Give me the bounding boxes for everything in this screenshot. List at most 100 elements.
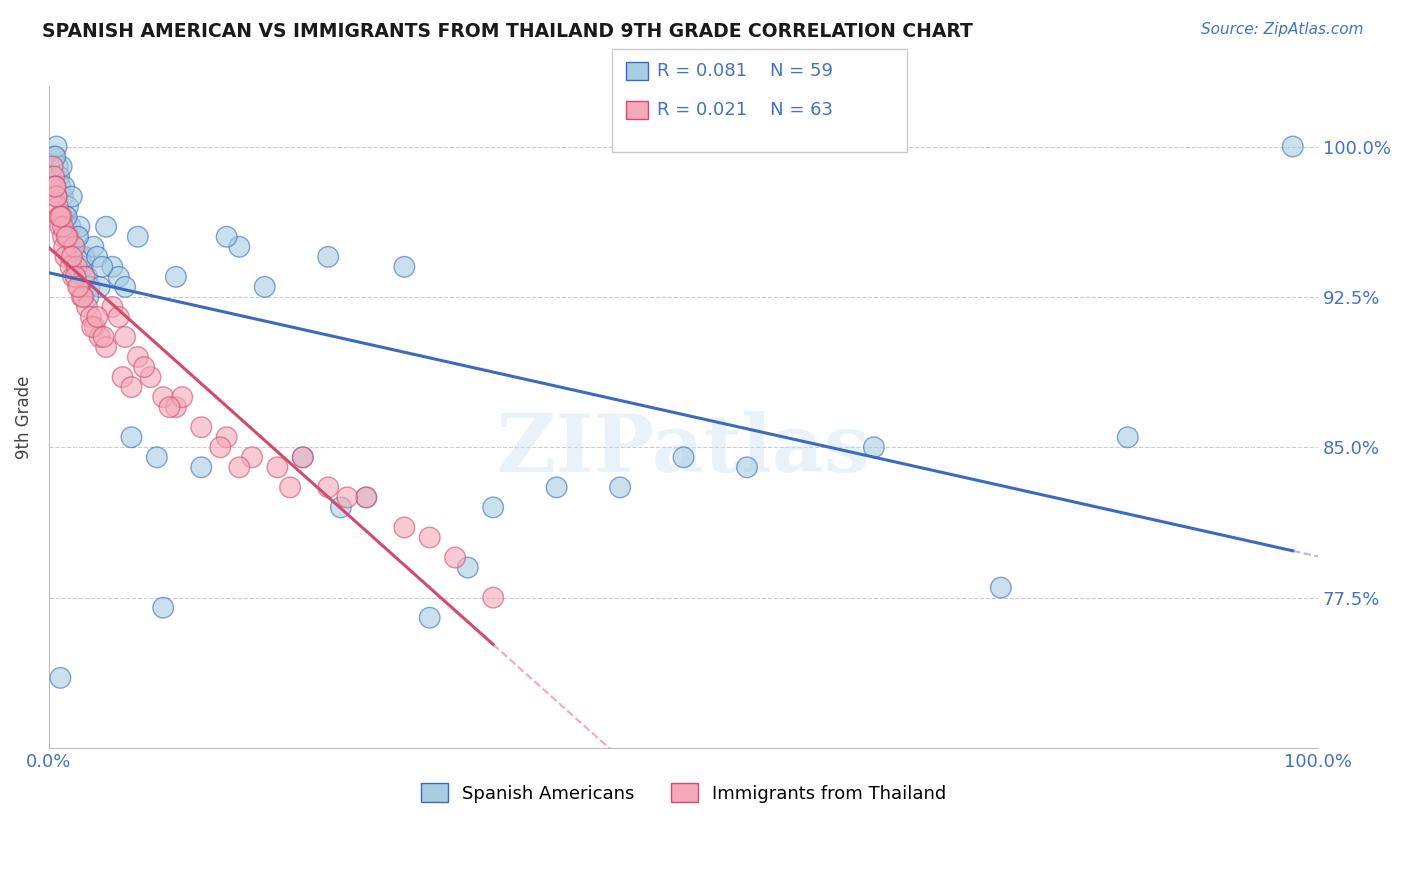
Text: R = 0.081    N = 59: R = 0.081 N = 59 — [657, 62, 832, 80]
Point — [76, 269, 98, 284]
Point — [72, 290, 94, 304]
Point — [159, 400, 181, 414]
Point — [65, 269, 87, 284]
Point — [266, 460, 288, 475]
Point — [190, 460, 212, 475]
Point — [82, 320, 104, 334]
Point — [172, 390, 194, 404]
Point — [101, 260, 124, 274]
Point — [735, 460, 758, 475]
Point — [42, 169, 65, 184]
Point — [127, 229, 149, 244]
Point — [419, 610, 441, 624]
Point — [83, 320, 105, 334]
Text: SPANISH AMERICAN VS IMMIGRANTS FROM THAILAND 9TH GRADE CORRELATION CHART: SPANISH AMERICAN VS IMMIGRANTS FROM THAI… — [42, 22, 973, 41]
Point — [990, 581, 1012, 595]
Point — [240, 450, 263, 465]
Point — [44, 179, 66, 194]
Point — [49, 179, 72, 194]
Point — [51, 160, 73, 174]
Point — [49, 210, 72, 224]
Point — [253, 280, 276, 294]
Point — [52, 219, 75, 234]
Point — [152, 390, 174, 404]
Point — [89, 330, 111, 344]
Point — [316, 480, 339, 494]
Point — [63, 240, 86, 254]
Point — [56, 200, 79, 214]
Point — [53, 240, 76, 254]
Point — [67, 229, 90, 244]
Point — [165, 269, 187, 284]
Point — [546, 480, 568, 494]
Point — [228, 240, 250, 254]
Point — [86, 250, 108, 264]
Point — [45, 189, 67, 203]
Y-axis label: 9th Grade: 9th Grade — [15, 376, 32, 458]
Point — [672, 450, 695, 465]
Point — [42, 160, 65, 174]
Point — [53, 179, 76, 194]
Point — [482, 591, 505, 605]
Point — [863, 440, 886, 454]
Point — [73, 250, 96, 264]
Text: R = 0.021    N = 63: R = 0.021 N = 63 — [657, 101, 832, 119]
Point — [51, 210, 73, 224]
Point — [215, 430, 238, 444]
Point — [44, 149, 66, 163]
Point — [58, 229, 80, 244]
Point — [134, 360, 156, 375]
Point — [93, 330, 115, 344]
Point — [419, 531, 441, 545]
Point — [62, 269, 84, 284]
Point — [482, 500, 505, 515]
Point — [228, 460, 250, 475]
Point — [66, 229, 89, 244]
Point — [444, 550, 467, 565]
Point — [152, 600, 174, 615]
Point — [139, 370, 162, 384]
Point — [48, 169, 70, 184]
Point — [80, 310, 103, 324]
Point — [165, 400, 187, 414]
Point — [49, 219, 72, 234]
Point — [209, 440, 232, 454]
Point — [121, 380, 143, 394]
Text: ZIPatlas: ZIPatlas — [498, 411, 870, 490]
Point — [63, 240, 86, 254]
Point — [457, 560, 479, 574]
Point — [394, 260, 416, 274]
Point — [190, 420, 212, 434]
Point — [55, 210, 77, 224]
Point — [215, 229, 238, 244]
Point — [107, 310, 129, 324]
Point — [60, 250, 83, 264]
Point — [73, 269, 96, 284]
Point — [60, 189, 83, 203]
Point — [89, 280, 111, 294]
Point — [67, 280, 90, 294]
Point — [77, 290, 100, 304]
Point — [70, 290, 93, 304]
Point — [111, 370, 134, 384]
Point — [59, 219, 82, 234]
Point — [48, 210, 70, 224]
Point — [316, 250, 339, 264]
Point — [46, 200, 69, 214]
Point — [44, 179, 66, 194]
Point — [127, 350, 149, 364]
Point — [107, 269, 129, 284]
Point — [56, 229, 79, 244]
Point — [1281, 139, 1303, 153]
Point — [82, 240, 104, 254]
Point — [67, 219, 90, 234]
Point — [394, 520, 416, 534]
Point — [121, 430, 143, 444]
Point — [45, 139, 67, 153]
Text: Source: ZipAtlas.com: Source: ZipAtlas.com — [1201, 22, 1364, 37]
Point — [55, 229, 77, 244]
Point — [45, 189, 67, 203]
Point — [146, 450, 169, 465]
Point — [55, 250, 77, 264]
Point — [114, 280, 136, 294]
